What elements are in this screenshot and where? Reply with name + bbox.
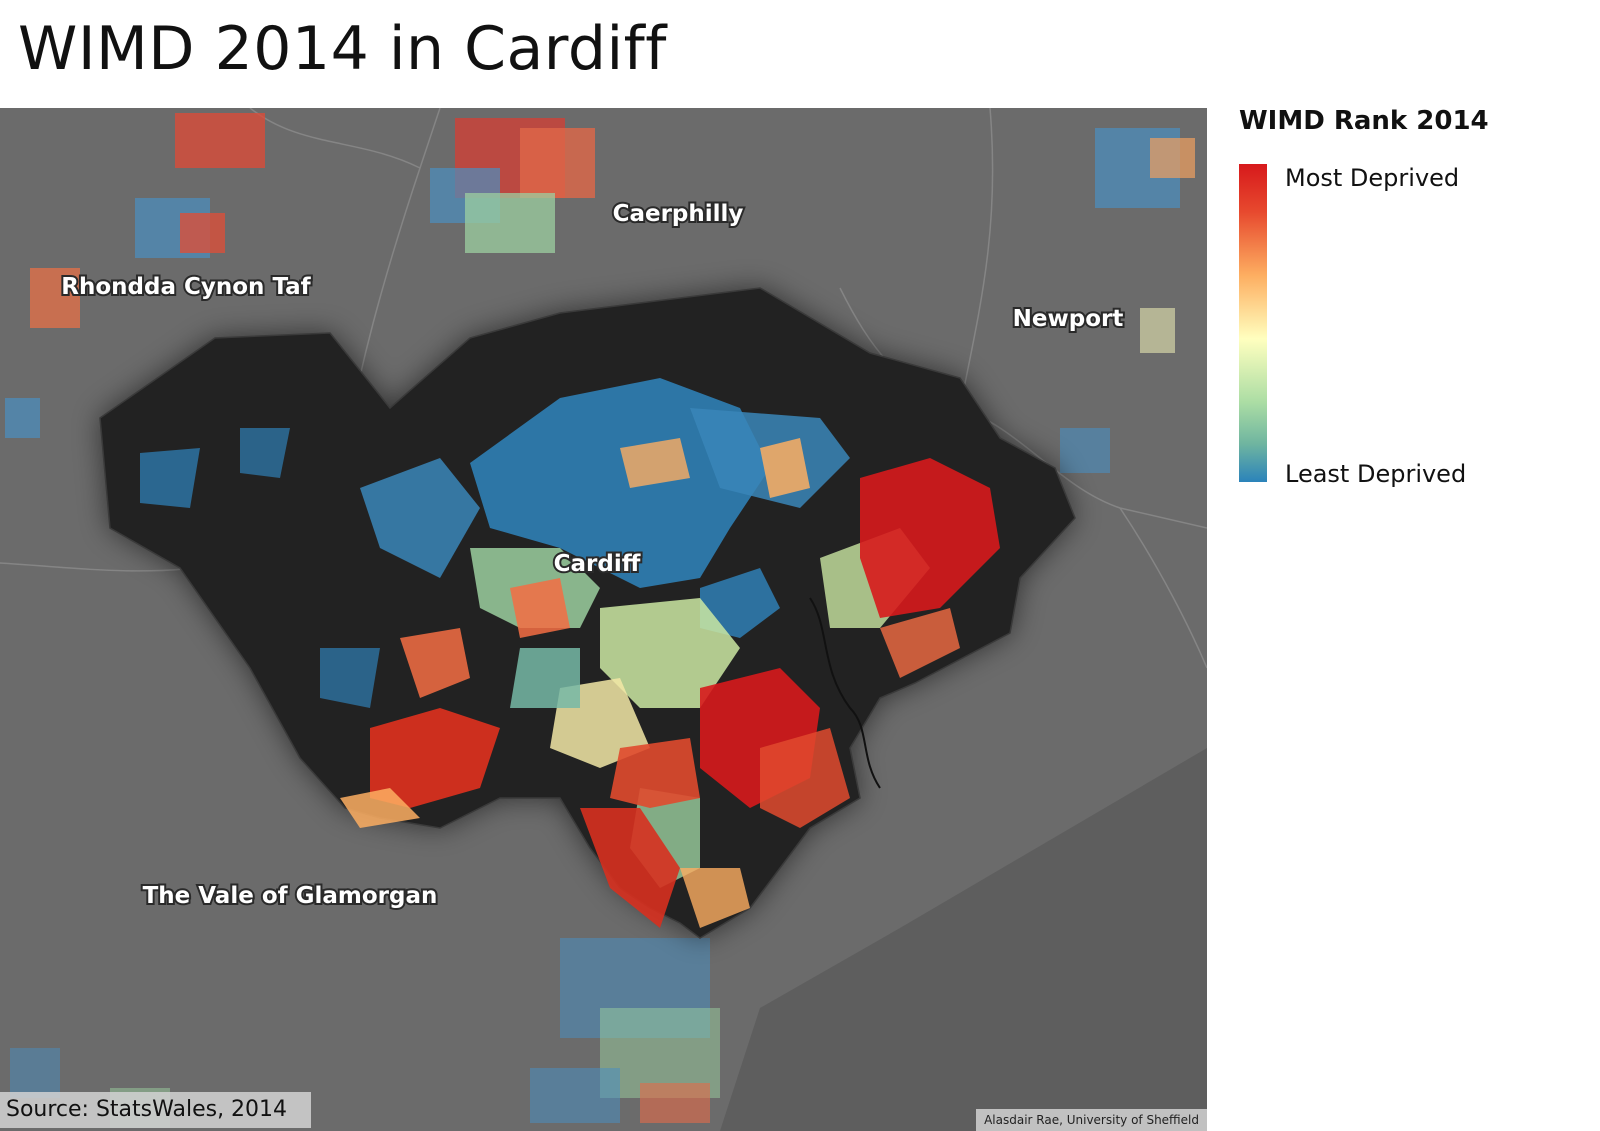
source-note: Source: StatsWales, 2014 [0,1092,312,1128]
legend-color-bar [1239,164,1267,482]
legend: WIMD Rank 2014 Most Deprived Least Depri… [1239,106,1579,506]
label-cardiff: Cardiff [554,551,641,577]
legend-title: WIMD Rank 2014 [1239,106,1489,136]
label-vale: The Vale of Glamorgan [143,883,438,909]
label-newport: Newport [1013,306,1124,332]
map-canvas[interactable]: Caerphilly Rhondda Cynon Taf Newport Car… [0,108,1207,1131]
legend-bottom-label: Least Deprived [1285,460,1467,488]
sea-area [720,748,1207,1131]
cardiff-lsoa-areas [140,378,1000,928]
legend-top-label: Most Deprived [1285,164,1460,192]
label-rhondda: Rhondda Cynon Taf [61,274,311,300]
label-caerphilly: Caerphilly [613,201,744,227]
map-panel[interactable]: Caerphilly Rhondda Cynon Taf Newport Car… [0,108,1207,1131]
credit-note: Alasdair Rae, University of Sheffield [976,1109,1207,1131]
river [809,597,881,789]
page-title: WIMD 2014 in Cardiff [18,14,667,84]
